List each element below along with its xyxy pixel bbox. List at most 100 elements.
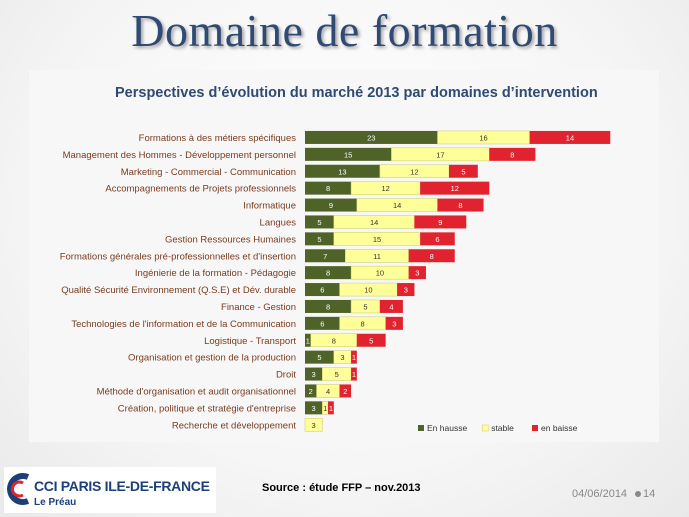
bar-value-label: 5	[461, 167, 465, 176]
legend-swatch	[418, 425, 424, 431]
bar-value-label: 14	[370, 218, 378, 227]
bar-segment-en-hausse	[305, 384, 317, 398]
legend-swatch	[532, 425, 538, 431]
bar-value-label: 4	[389, 302, 393, 311]
cci-logo[interactable]: CCI PARIS ILE-DE-FRANCE Le Préau	[4, 467, 216, 513]
bar-segment-en-hausse	[305, 350, 334, 364]
category-label: Organisation et gestion de la production	[128, 353, 296, 364]
legend-label: en baisse	[541, 423, 578, 433]
bar-value-label: 16	[479, 133, 487, 142]
bar-value-label: 5	[369, 336, 373, 345]
bar-value-label: 17	[436, 150, 444, 159]
bar-segment-en-baisse	[351, 350, 357, 364]
logo-name: CCI PARIS ILE-DE-FRANCE	[34, 478, 210, 494]
bar-segment-en-hausse	[305, 130, 438, 144]
bar-value-label: 3	[415, 269, 419, 278]
bar-value-label: 10	[364, 286, 372, 295]
category-label: Langues	[260, 217, 297, 228]
legend-label: En hausse	[427, 423, 467, 433]
bar-value-label: 1	[306, 336, 310, 345]
bar-segment-en-baisse	[414, 215, 467, 229]
bar-value-label: 8	[332, 336, 336, 345]
bar-value-label: 8	[326, 302, 330, 311]
bar-value-label: 15	[373, 235, 381, 244]
bar-value-label: 6	[435, 235, 439, 244]
bar-value-label: 8	[510, 150, 514, 159]
bar-segment-en-hausse	[305, 401, 323, 415]
category-label: Qualité Sécurité Environnement (Q.S.E) e…	[61, 285, 296, 296]
category-label: Droit	[276, 370, 296, 381]
bar-segment-en-hausse	[305, 147, 392, 161]
bar-value-label: 15	[344, 150, 352, 159]
bar-value-label: 23	[367, 133, 375, 142]
category-labels: Formations à des métiers spécifiques Mana…	[60, 133, 297, 431]
bar-segment-en-hausse	[305, 198, 357, 212]
bar-segment-en-hausse	[305, 333, 311, 347]
category-label: Ingénierie de la formation - Pédagogie	[135, 268, 296, 279]
bar-segment-stable	[304, 418, 323, 432]
bar-value-label: 8	[458, 201, 462, 210]
bar-value-label: 12	[451, 184, 459, 193]
bar-segment-stable	[350, 181, 421, 195]
bar-segment-stable	[350, 299, 381, 314]
bar-value-label: 5	[317, 353, 321, 362]
bar-segment-en-baisse	[449, 164, 478, 178]
bar-segment-en-baisse	[408, 249, 455, 263]
bar-value-label: 7	[323, 252, 327, 261]
bar-value-label: 3	[340, 353, 344, 362]
bar-value-label: 8	[361, 319, 365, 328]
bar-value-label: 14	[393, 201, 401, 210]
bar-segment-en-hausse	[305, 283, 340, 297]
category-label: Finance - Gestion	[221, 302, 296, 313]
bar-value-label: 9	[329, 201, 333, 210]
bar-value-label: 6	[320, 286, 324, 295]
bar-value-label: 12	[381, 184, 389, 193]
bar-segment-en-baisse	[437, 198, 484, 212]
bar-segment-en-hausse	[305, 181, 352, 195]
bar-segment-en-hausse	[305, 249, 346, 263]
slide-date: 04/06/2014	[572, 488, 628, 500]
bar-segment-en-baisse	[489, 147, 536, 161]
bar-value-label: 1	[329, 404, 333, 413]
cci-logo-icon	[7, 473, 30, 505]
bar-value-label: 3	[404, 286, 408, 295]
source-note: Source : étude FFP – nov.2013	[262, 482, 421, 494]
slide-title: Domaine de formation	[131, 5, 558, 56]
bar-segment-stable	[356, 198, 438, 212]
bar-segment-en-hausse	[305, 316, 340, 330]
bar-value-label: 6	[320, 319, 324, 328]
bar-value-label: 5	[363, 302, 367, 311]
bar-segment-en-hausse	[305, 164, 380, 178]
bar-value-label: 5	[317, 235, 321, 244]
legend-label: stable	[491, 423, 514, 433]
bar-segment-en-baisse	[385, 316, 403, 330]
legend-swatch	[481, 424, 489, 432]
bar-value-label: 5	[335, 370, 339, 379]
bar-segment-en-baisse	[379, 299, 403, 313]
bar-value-label: 9	[438, 218, 442, 227]
bar-value-label: 3	[312, 370, 316, 379]
category-label: Management des Hommes - Développement pe…	[63, 150, 296, 161]
bar-segment-en-baisse	[339, 384, 352, 398]
separator-dot	[635, 491, 641, 497]
bar-value-label: 3	[312, 404, 316, 413]
bar-value-label: 14	[566, 133, 574, 142]
bar-segment-en-baisse	[328, 401, 334, 415]
category-label: Marketing - Commercial - Communication	[121, 167, 296, 178]
category-label: Technologies de l'information et de la C…	[71, 319, 296, 330]
bar-value-label: 12	[410, 167, 418, 176]
category-label: Accompagnements de Projets professionnel…	[105, 184, 296, 195]
bar-segment-en-hausse	[305, 232, 334, 246]
bar-segment-en-hausse	[305, 266, 352, 280]
bar-segment-en-baisse	[529, 130, 611, 144]
bar-segment-en-hausse	[305, 299, 352, 313]
category-label: Recherche et développement	[172, 420, 296, 431]
bar-value-label: 3	[392, 319, 396, 328]
bar-value-label: 10	[376, 269, 384, 278]
chart-title: Perspectives d’évolution du marché 2013 …	[115, 85, 598, 101]
stacked-bar-chart: Perspectives d’évolution du marché 2013 …	[60, 85, 611, 433]
category-label: Gestion Ressources Humaines	[165, 234, 296, 245]
bar-value-label: 11	[373, 252, 381, 261]
bar-value-label: 8	[326, 269, 330, 278]
